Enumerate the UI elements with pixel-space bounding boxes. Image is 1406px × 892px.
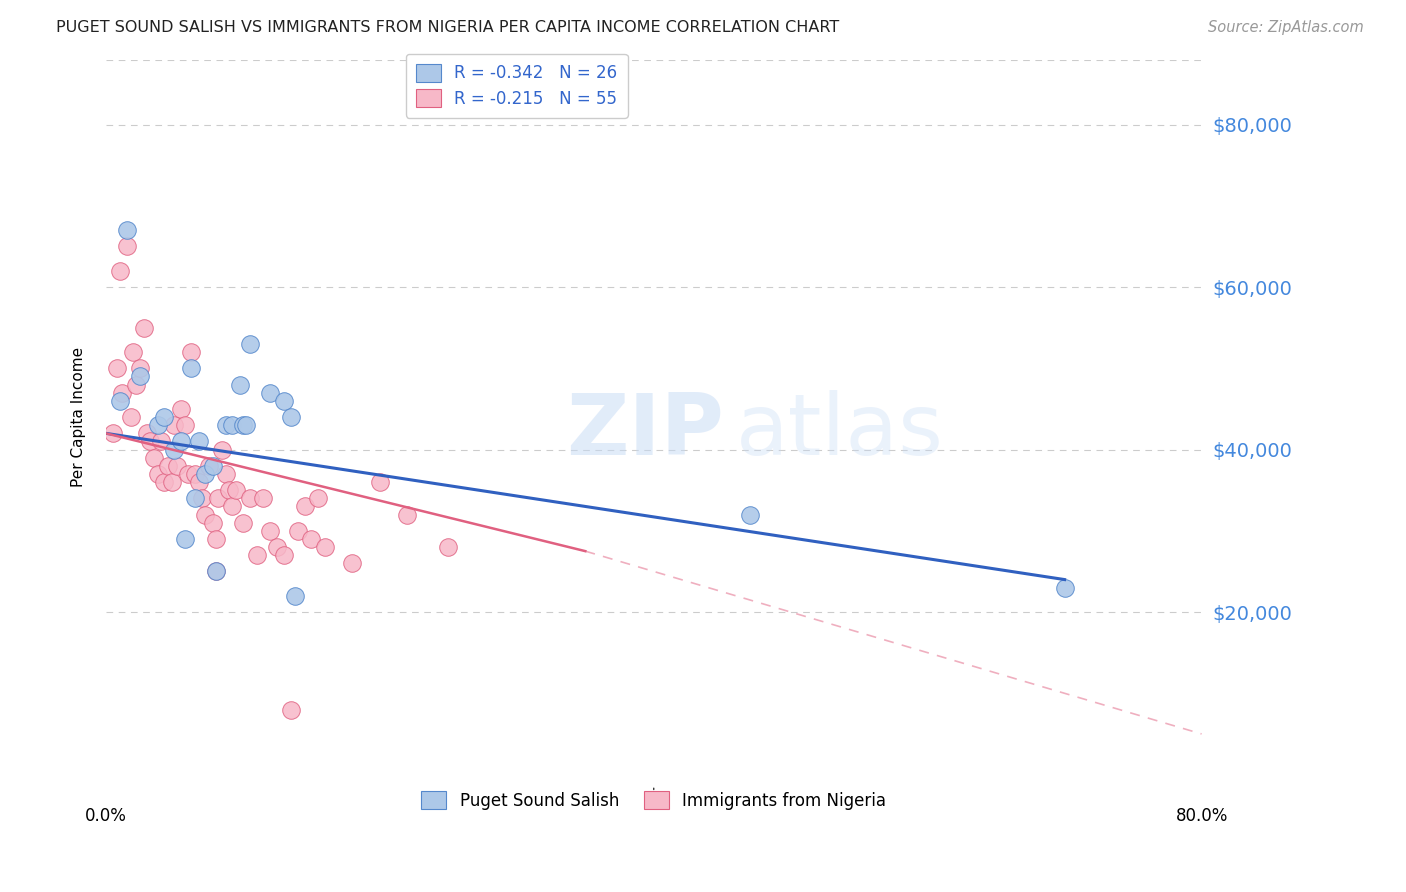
Point — [184, 467, 207, 481]
Point — [287, 524, 309, 538]
Text: PUGET SOUND SALISH VS IMMIGRANTS FROM NIGERIA PER CAPITA INCOME CORRELATION CHAR: PUGET SOUND SALISH VS IMMIGRANTS FROM NI… — [56, 20, 839, 35]
Point — [273, 393, 295, 408]
Point — [314, 540, 336, 554]
Point — [280, 410, 302, 425]
Point — [194, 467, 217, 481]
Point — [188, 434, 211, 449]
Point — [239, 491, 262, 506]
Point — [163, 442, 186, 457]
Point — [259, 524, 281, 538]
Text: ZIP: ZIP — [567, 390, 724, 473]
Point — [149, 434, 172, 449]
Point — [235, 418, 257, 433]
Point — [142, 450, 165, 465]
Point — [204, 565, 226, 579]
Point — [284, 589, 307, 603]
Point — [197, 458, 219, 473]
Point — [738, 508, 761, 522]
Point — [215, 418, 238, 433]
Point — [139, 434, 162, 449]
Point — [252, 491, 274, 506]
Point — [160, 475, 183, 489]
Point — [152, 475, 174, 489]
Point — [211, 442, 233, 457]
Point — [136, 426, 159, 441]
Point — [232, 516, 254, 530]
Point — [156, 458, 179, 473]
Point — [368, 475, 391, 489]
Point — [218, 483, 240, 498]
Point — [280, 702, 302, 716]
Point — [134, 320, 156, 334]
Point — [174, 532, 197, 546]
Point — [307, 491, 329, 506]
Point — [225, 483, 247, 498]
Point — [108, 264, 131, 278]
Point — [266, 540, 288, 554]
Point — [111, 385, 134, 400]
Point — [437, 540, 460, 554]
Point — [204, 532, 226, 546]
Point — [129, 361, 152, 376]
Point — [152, 410, 174, 425]
Text: Per Capita Income: Per Capita Income — [72, 347, 86, 487]
Point — [115, 223, 138, 237]
Point — [105, 361, 128, 376]
Point — [201, 458, 224, 473]
Point — [108, 393, 131, 408]
Point — [184, 491, 207, 506]
Point — [177, 467, 200, 481]
Point — [174, 418, 197, 433]
Point — [221, 500, 243, 514]
Point — [120, 410, 142, 425]
Point — [163, 418, 186, 433]
Point — [232, 418, 254, 433]
Point — [115, 239, 138, 253]
Point — [396, 508, 419, 522]
Point — [170, 434, 193, 449]
Point — [239, 337, 262, 351]
Point — [122, 345, 145, 359]
Point — [342, 557, 364, 571]
Point — [207, 491, 229, 506]
Point — [259, 385, 281, 400]
Point — [180, 345, 202, 359]
Point — [166, 458, 188, 473]
Point — [180, 361, 202, 376]
Point — [294, 500, 316, 514]
Point — [215, 467, 238, 481]
Point — [146, 467, 169, 481]
Point — [229, 377, 252, 392]
Text: 0.0%: 0.0% — [84, 806, 127, 825]
Point — [204, 565, 226, 579]
Text: Source: ZipAtlas.com: Source: ZipAtlas.com — [1208, 20, 1364, 35]
Text: 80.0%: 80.0% — [1175, 806, 1227, 825]
Point — [101, 426, 124, 441]
Point — [194, 508, 217, 522]
Point — [129, 369, 152, 384]
Point — [170, 401, 193, 416]
Point — [246, 548, 269, 562]
Point — [299, 532, 322, 546]
Point — [125, 377, 148, 392]
Point — [188, 475, 211, 489]
Point — [201, 516, 224, 530]
Legend: Puget Sound Salish, Immigrants from Nigeria: Puget Sound Salish, Immigrants from Nige… — [412, 781, 896, 820]
Point — [191, 491, 214, 506]
Point — [146, 418, 169, 433]
Text: atlas: atlas — [735, 390, 943, 473]
Point — [1053, 581, 1076, 595]
Point — [221, 418, 243, 433]
Point — [273, 548, 295, 562]
